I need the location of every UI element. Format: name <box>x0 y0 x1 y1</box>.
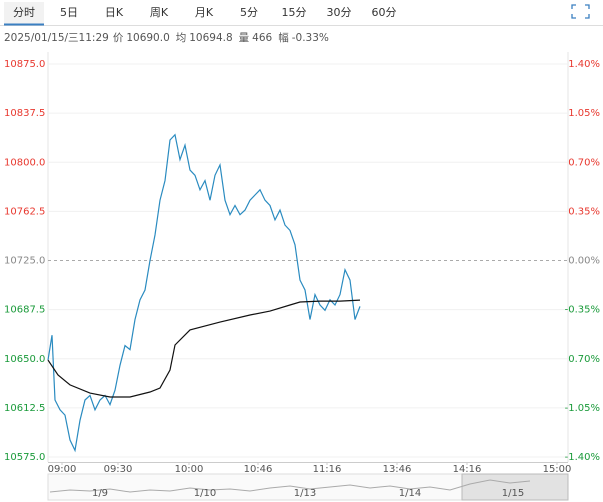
info-value: 10690.0 <box>126 32 169 44</box>
x-tick-label: 09:00 <box>48 464 77 475</box>
y2-tick-label: 1.05% <box>568 108 600 119</box>
navigator-date: 1/13 <box>294 488 316 499</box>
info-label: 均 <box>176 32 187 44</box>
y2-tick-label: 0.35% <box>568 206 600 217</box>
y2-tick-label: -0.35% <box>565 305 600 316</box>
y-tick-label: 10575.0 <box>4 452 45 463</box>
x-tick-label: 14:16 <box>453 464 482 475</box>
active-tab-bg <box>4 2 44 25</box>
tab[interactable]: 月K <box>195 6 214 19</box>
navigator-date: 1/15 <box>502 488 524 499</box>
tab[interactable]: 5分 <box>240 6 258 19</box>
info-value: -0.33% <box>292 32 329 44</box>
info-time: 2025/01/15/三11:29 <box>4 32 109 44</box>
tab[interactable]: 15分 <box>282 6 307 19</box>
tab[interactable]: 日K <box>105 6 124 19</box>
y-tick-label: 10837.5 <box>4 108 45 119</box>
info-label: 幅 <box>278 31 289 44</box>
x-tick-label: 13:46 <box>383 464 412 475</box>
navigator-date: 1/14 <box>399 488 421 499</box>
info-label: 价 <box>113 32 124 44</box>
x-tick-label: 11:16 <box>313 464 342 475</box>
info-label: 量 <box>239 32 250 44</box>
y2-tick-label: 0.70% <box>568 354 600 365</box>
price-line <box>47 133 361 453</box>
expand-icon-path[interactable] <box>571 4 590 19</box>
navigator-date: 1/10 <box>194 488 216 499</box>
y2-tick-label: -1.40% <box>565 452 600 463</box>
y-tick-label: 10687.5 <box>4 305 45 316</box>
navigator-line <box>49 479 531 493</box>
tab[interactable]: 60分 <box>372 6 397 19</box>
tab[interactable]: 分时 <box>13 6 35 19</box>
tab[interactable]: 30分 <box>327 6 352 19</box>
tab[interactable]: 周K <box>150 6 169 19</box>
y2-tick-label: 0.00% <box>568 256 600 267</box>
y2-tick-label: -1.05% <box>565 403 600 414</box>
y-tick-label: 10725.0 <box>4 256 45 267</box>
y-tick-label: 10650.0 <box>4 354 45 365</box>
navigator-labels: 1/9 1/10 1/13 1/14 1/15 <box>92 488 524 499</box>
price-line <box>47 299 361 398</box>
y2-tick-label: 0.70% <box>568 157 600 168</box>
y-tick-label: 10800.0 <box>4 157 45 168</box>
navigator <box>47 473 569 501</box>
x-tick-label: 09:30 <box>104 464 133 475</box>
y-tick-label: 10875.0 <box>4 59 45 70</box>
y-tick-label: 10612.5 <box>4 403 45 414</box>
expand-icon[interactable] <box>571 4 590 19</box>
y-tick-label: 10762.5 <box>4 206 45 217</box>
x-tick-label: 10:46 <box>244 464 273 475</box>
tabs: 分时 5日 日K 周K 月K 5分 15分 30分 60分 <box>4 2 397 26</box>
navigator-window[interactable] <box>461 473 569 501</box>
x-tick-label: 15:00 <box>543 464 572 475</box>
navigator-date: 1/9 <box>92 488 108 499</box>
info-line: 2025/01/15/三11:29 价 10690.0 均 10694.8 量 466 幅 -0… <box>4 31 329 44</box>
x-tick-label: 10:00 <box>175 464 204 475</box>
info-value: 466 <box>252 32 272 44</box>
info-value: 10694.8 <box>189 32 232 44</box>
tab[interactable]: 5日 <box>60 6 78 19</box>
y2-tick-label: 1.40% <box>568 59 600 70</box>
